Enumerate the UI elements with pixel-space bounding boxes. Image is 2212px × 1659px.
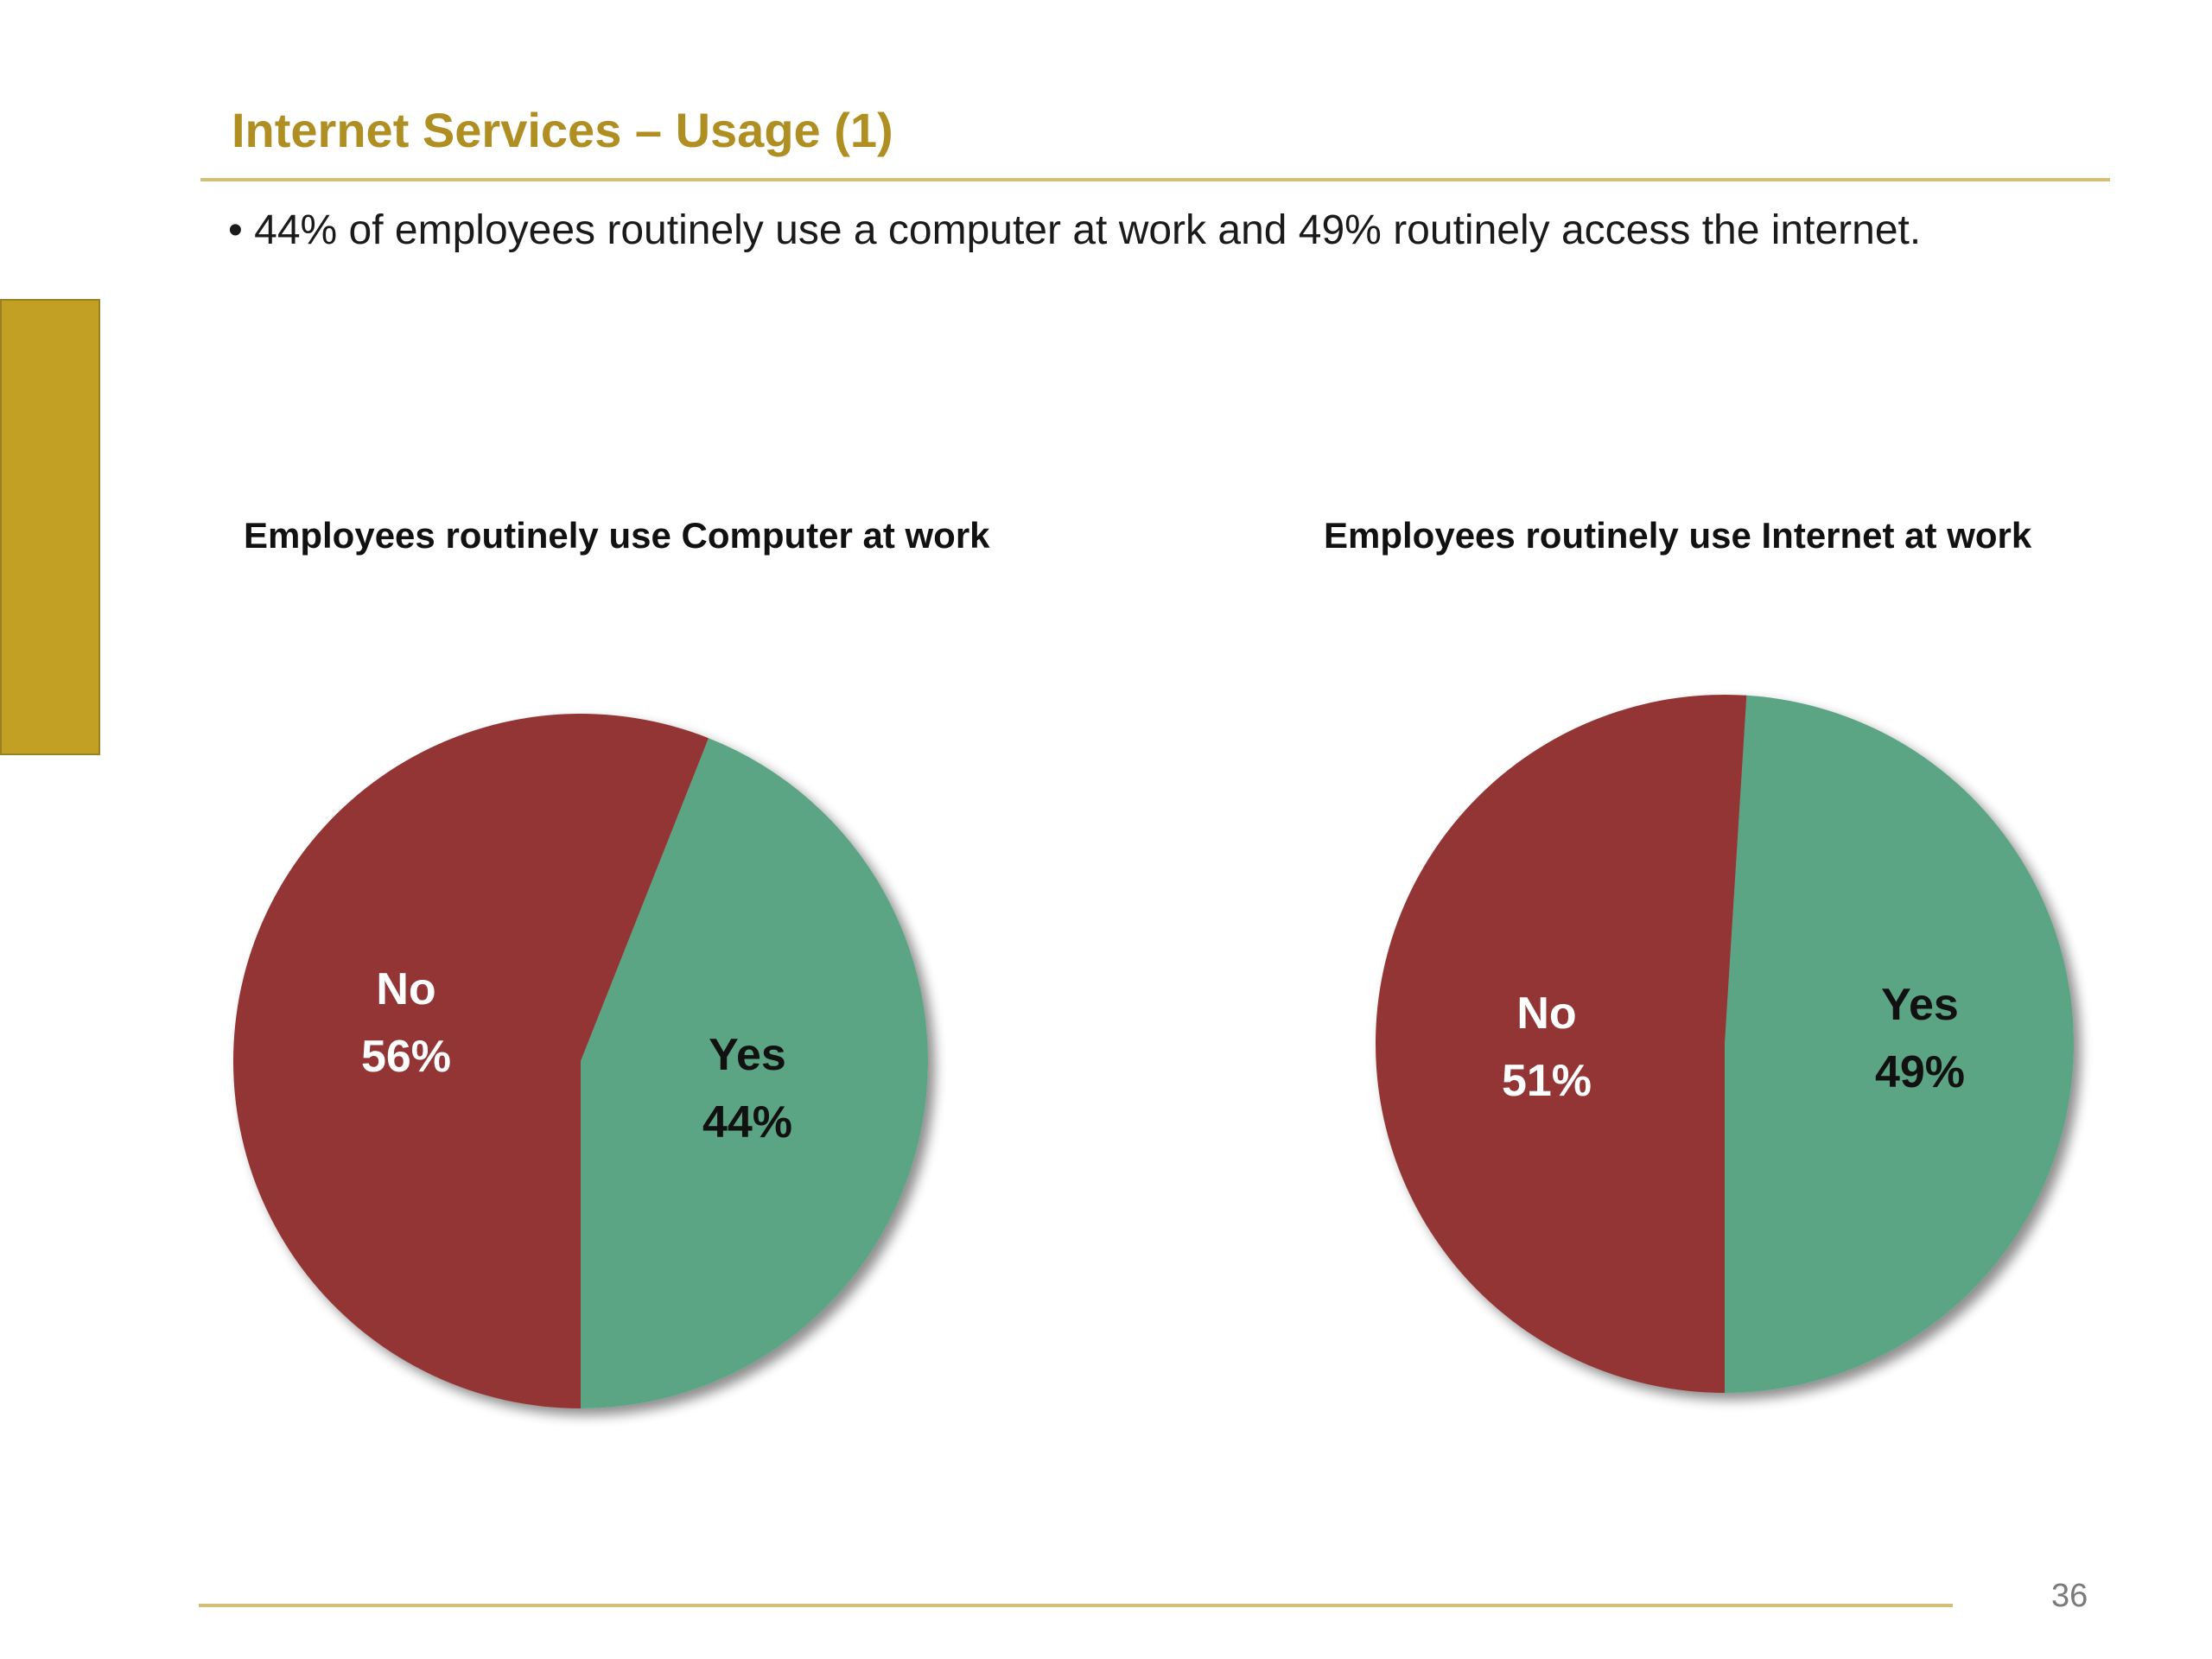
pie-chart-computer — [232, 713, 928, 1408]
bullet-text: • 44% of employees routinely use a compu… — [228, 207, 1922, 253]
pie-slice-no — [1375, 695, 1747, 1393]
slice-value-no: 51% — [1502, 1056, 1592, 1106]
accent-side-bar — [0, 299, 100, 755]
slice-value-yes: 44% — [702, 1097, 792, 1147]
title-divider — [200, 178, 2110, 181]
pie-labels-internet: No 51% Yes 49% — [1502, 980, 1965, 1106]
slice-value-no: 56% — [361, 1032, 451, 1082]
pie-slice-yes — [581, 738, 928, 1408]
footer-divider — [199, 1604, 1953, 1607]
pie-slice-yes — [1725, 695, 2074, 1393]
slice-label-no: No — [1516, 988, 1576, 1039]
slice-label-yes: Yes — [1881, 980, 1959, 1030]
pie-labels-computer: No 56% Yes 44% — [361, 964, 792, 1147]
pie-chart-internet — [1375, 695, 2074, 1393]
slide-title: Internet Services – Usage (1) — [232, 103, 893, 157]
page-number: 36 — [2051, 1578, 2088, 1614]
slice-label-yes: Yes — [709, 1030, 786, 1080]
slice-value-yes: 49% — [1875, 1047, 1965, 1097]
chart-title-internet: Employees routinely use Internet at work — [1324, 515, 2032, 556]
pie-slice-no — [232, 713, 709, 1408]
slice-label-no: No — [376, 964, 435, 1014]
chart-title-computer: Employees routinely use Computer at work — [244, 515, 990, 556]
